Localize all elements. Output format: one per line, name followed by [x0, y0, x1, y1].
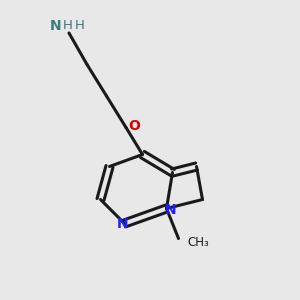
Text: CH₃: CH₃ [188, 236, 209, 250]
Text: H: H [75, 19, 84, 32]
Text: N: N [164, 203, 176, 217]
Text: O: O [128, 119, 140, 133]
Text: N: N [117, 217, 129, 230]
Text: H: H [63, 19, 72, 32]
Text: N: N [50, 19, 61, 32]
